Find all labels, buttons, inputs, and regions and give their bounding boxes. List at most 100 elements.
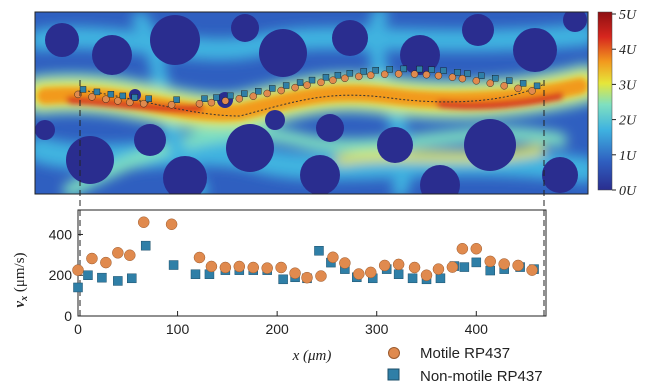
scatter-plot: 0 100 200 300 400 0 200 400 x (μm) vx (μm/s) [12, 209, 547, 364]
colorbar-tick-label: 1U [619, 149, 637, 164]
trajectory-motile-marker [102, 95, 110, 103]
trajectory-nonmotile-marker [386, 66, 393, 73]
trajectory-motile-marker [126, 98, 134, 107]
motile-point [289, 267, 301, 279]
trajectory-motile-marker [514, 84, 522, 93]
colorbar-gradient [597, 11, 613, 191]
trajectory-nonmotile-marker [145, 95, 152, 102]
trajectory-motile-marker [472, 77, 480, 85]
trajectory-nonmotile-marker [372, 67, 379, 74]
trajectory-nonmotile-marker [107, 90, 115, 98]
trajectory-nonmotile-marker [464, 70, 471, 77]
legend: Motile RP437 Non-motile RP437 [387, 345, 543, 385]
trajectory-nonmotile-marker [213, 94, 220, 101]
nonmotile-point [73, 282, 83, 293]
trajectory-nonmotile-marker [492, 75, 499, 82]
colorbar-tick-label: 3U [618, 78, 637, 93]
trajectory-motile-marker [167, 101, 176, 109]
motile-point [378, 259, 391, 272]
trajectory-motile-marker [380, 70, 389, 78]
nonmotile-point [113, 276, 123, 286]
motile-point [72, 264, 84, 276]
trajectory-nonmotile-marker [308, 76, 316, 84]
motile-point [364, 266, 377, 279]
x-axis-label: x (μm) [292, 348, 332, 364]
nonmotile-point [168, 260, 179, 270]
trajectory-motile-marker [410, 70, 419, 78]
trajectory-motile-marker [303, 81, 311, 89]
heatmap-frame [34, 11, 589, 195]
legend-label-nonmotile: Non-motile RP437 [420, 368, 543, 385]
trajectory-nonmotile-marker [173, 96, 180, 103]
trajectory-motile-marker [221, 97, 230, 105]
x-tick-label: 400 [465, 321, 489, 337]
motile-point [432, 263, 445, 275]
motile-point [86, 252, 98, 265]
motile-point [124, 249, 136, 262]
nonmotile-point [83, 270, 93, 280]
trajectory-nonmotile-marker [322, 74, 330, 81]
data-points [72, 216, 539, 293]
nonmotile-point [190, 269, 201, 279]
colorbar-tick-label: 0U [619, 184, 637, 199]
trajectory-motile-marker [500, 82, 508, 90]
trajectory-nonmotile-marker [454, 69, 461, 76]
motile-point [498, 258, 510, 270]
nonmotile-point [471, 257, 482, 268]
motile-point [484, 255, 496, 268]
y-tick-label: 200 [49, 267, 73, 283]
motile-point [301, 271, 313, 284]
trajectory-motile-marker [486, 79, 494, 87]
x-tick-label: 200 [265, 321, 289, 337]
trajectory-motile-marker [114, 97, 122, 105]
trajectory-motile-marker [277, 86, 285, 95]
motile-point [446, 261, 459, 273]
trajectory-motile-marker [458, 74, 467, 83]
motile-point [315, 270, 327, 282]
motile-point [275, 261, 287, 274]
trajectory-nonmotile-marker [505, 77, 513, 84]
trajectory-motile-marker [434, 71, 443, 80]
motile-point [327, 251, 339, 264]
trajectory-nonmotile-marker [268, 85, 276, 92]
trajectory-nonmotile-marker [519, 80, 527, 87]
y-axis: 0 200 400 [49, 226, 83, 324]
trajectory-motile-marker [355, 72, 363, 81]
nonmotile-point [278, 274, 288, 285]
motile-point [353, 268, 365, 280]
trajectory-nonmotile-marker [119, 92, 127, 100]
trajectory-motile-marker [249, 92, 257, 100]
trajectory-nonmotile-marker [416, 65, 423, 73]
motile-point [165, 218, 178, 231]
trajectory-nonmotile-marker [428, 66, 435, 73]
colorbar-ticks: 0U 1U 2U 3U 4U 5U [612, 8, 637, 199]
motile-point [233, 260, 246, 273]
motile-point [470, 242, 483, 255]
trajectory-motile-marker [367, 71, 375, 79]
trajectory-nonmotile-marker [334, 72, 342, 79]
velocity-heatmap [35, 12, 588, 194]
trajectory-motile-marker [422, 71, 431, 79]
nonmotile-point [140, 240, 151, 251]
trajectory-nonmotile-marker [346, 70, 354, 77]
trajectory-nonmotile-marker [79, 86, 87, 93]
trajectory-nonmotile-marker [201, 95, 208, 102]
trajectory-nonmotile-marker [282, 82, 290, 89]
legend-marker-nonmotile [387, 368, 400, 381]
nonmotile-point [435, 273, 446, 284]
x-tick-label: 100 [166, 321, 190, 337]
motile-point [512, 259, 524, 272]
motile-point [100, 256, 112, 269]
motile-point [339, 257, 351, 269]
trajectory-motile-marker [207, 98, 216, 107]
trajectory-nonmotile-marker [533, 82, 541, 90]
trajectory-nonmotile-marker [241, 90, 248, 97]
trajectory-motile-marker [448, 73, 457, 81]
nonmotile-point [127, 273, 137, 284]
motile-point [456, 242, 469, 255]
trajectory-motile-marker [394, 70, 403, 78]
nonmotile-point [393, 269, 404, 279]
trajectory-motile-marker [317, 78, 325, 87]
motile-point [219, 261, 232, 274]
trajectory-motile-marker [235, 95, 244, 103]
